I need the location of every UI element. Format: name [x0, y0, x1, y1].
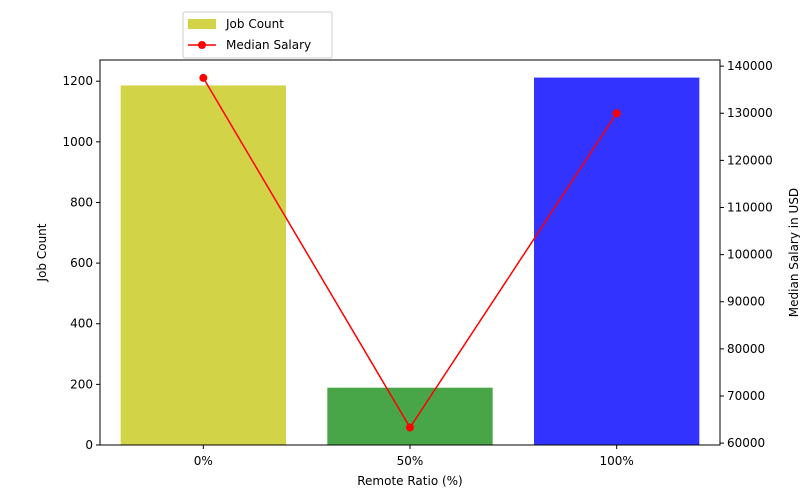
right-tick-label: 80000	[727, 342, 765, 356]
median-salary-point-0%	[199, 73, 208, 82]
right-tick-label: 130000	[727, 106, 773, 120]
legend-frame	[182, 11, 333, 59]
legend-job-count-swatch	[188, 19, 216, 29]
left-tick-label: 200	[70, 377, 93, 391]
right-tick-label: 70000	[727, 389, 765, 403]
bar-50%	[327, 387, 493, 445]
legend-median-salary-label: Median Salary	[226, 38, 311, 52]
left-tick-label: 400	[70, 317, 93, 331]
left-tick-label: 0	[85, 438, 93, 452]
median-salary-point-100%	[612, 109, 621, 118]
median-salary-point-50%	[406, 423, 414, 432]
x-tick-label: 0%	[194, 454, 213, 468]
x-tick-label: 100%	[600, 454, 634, 468]
legend-median-salary-marker	[198, 41, 206, 49]
bar-0%	[120, 85, 287, 445]
line-layer	[199, 73, 621, 432]
right-tick-label: 60000	[727, 436, 765, 450]
right-tick-label: 120000	[727, 153, 773, 167]
right-tick-label: 90000	[727, 295, 765, 309]
bars-layer	[120, 77, 700, 446]
left-tick-label: 800	[70, 195, 93, 209]
left-tick-label: 1200	[62, 74, 93, 88]
left-tick-label: 600	[70, 256, 93, 270]
right-tick-label: 100000	[727, 248, 773, 262]
bar-100%	[534, 77, 700, 446]
y-axis-label-right: Median Salary in USD	[787, 188, 800, 317]
right-tick-label: 140000	[727, 59, 773, 73]
x-tick-label: 50%	[397, 454, 424, 468]
legend: Job Count Median Salary	[182, 11, 333, 59]
left-tick-label: 1000	[62, 135, 93, 149]
x-axis-label: Remote Ratio (%)	[357, 474, 463, 488]
right-tick-label: 110000	[727, 200, 773, 214]
y-axis-label-left: Job Count	[35, 223, 49, 282]
legend-job-count-label: Job Count	[225, 17, 284, 31]
axes-layer: 0 200 400 600 800 1000 1200 60000 70000 80000 9000…	[62, 59, 772, 468]
